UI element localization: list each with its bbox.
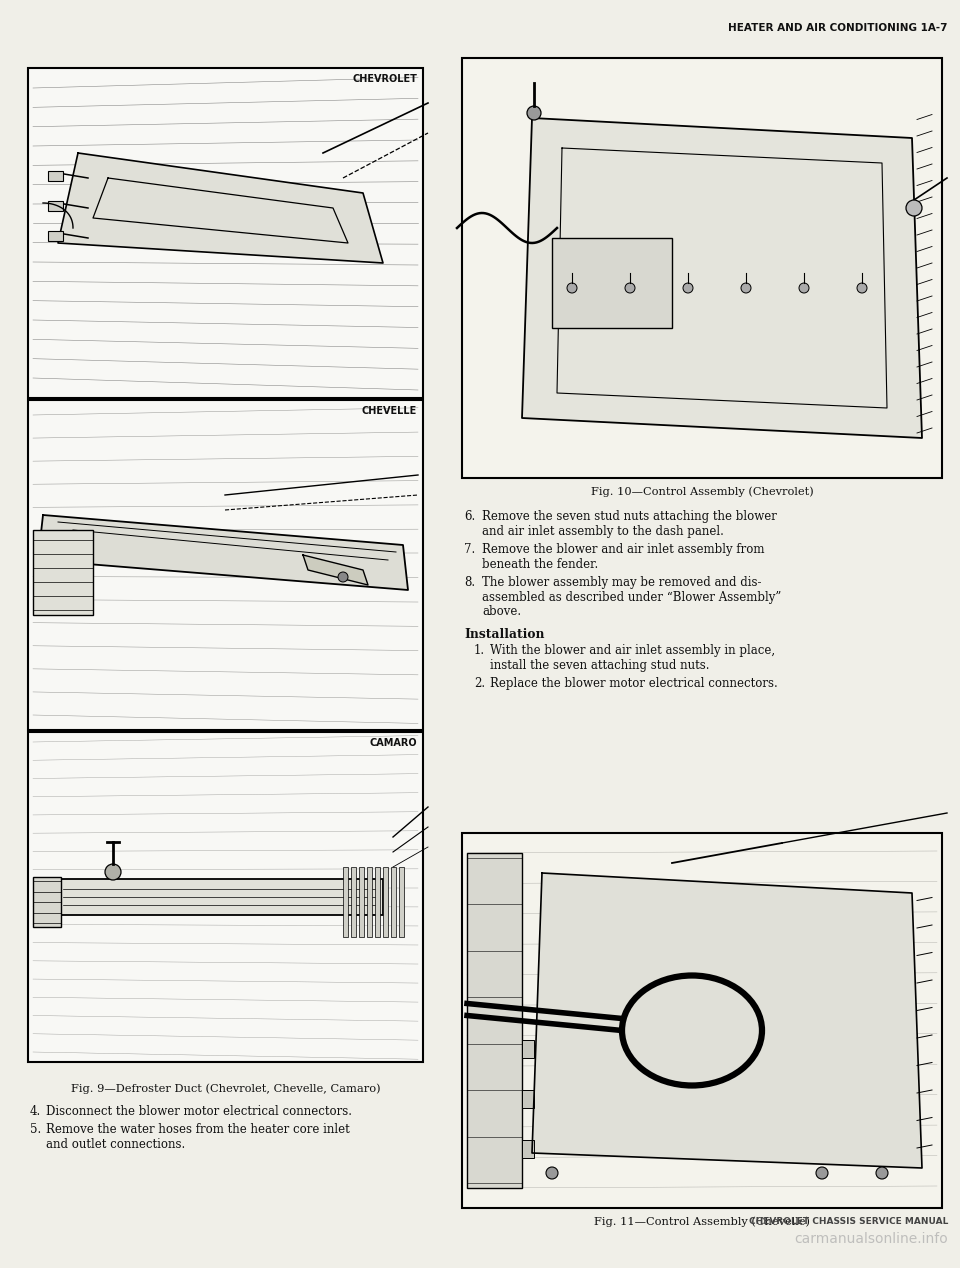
Circle shape [546,1167,558,1179]
Bar [48,171,63,181]
Polygon shape [522,118,922,437]
Bar [462,58,942,478]
FancyBboxPatch shape [58,879,383,915]
Text: 4.: 4. [30,1104,41,1118]
Text: CAMARO: CAMARO [370,738,417,748]
Bar [522,1090,534,1108]
Circle shape [683,283,693,293]
Bar [28,68,423,398]
Text: Fig. 10—Control Assembly (Chevrolet): Fig. 10—Control Assembly (Chevrolet) [590,486,813,497]
Text: Fig. 11—Control Assembly (Chevelle): Fig. 11—Control Assembly (Chevelle) [594,1216,810,1226]
Text: Fig. 9—Defroster Duct (Chevrolet, Chevelle, Camaro): Fig. 9—Defroster Duct (Chevrolet, Chevel… [71,1083,380,1093]
Text: With the blower and air inlet assembly in place,: With the blower and air inlet assembly i… [490,644,775,657]
Bar [28,399,423,730]
Text: above.: above. [482,605,521,618]
Text: Remove the seven stud nuts attaching the blower: Remove the seven stud nuts attaching the… [482,510,777,522]
Bar [462,833,942,1208]
Circle shape [625,283,635,293]
Text: 8.: 8. [464,576,475,590]
Circle shape [527,107,541,120]
Bar [522,1140,534,1158]
Circle shape [906,200,922,216]
Bar [343,867,348,937]
Text: CHEVROLET: CHEVROLET [352,74,417,84]
Polygon shape [58,153,383,262]
Text: The blower assembly may be removed and dis-: The blower assembly may be removed and d… [482,576,761,590]
Text: beneath the fender.: beneath the fender. [482,558,598,571]
Circle shape [105,864,121,880]
Bar [33,530,93,615]
Text: Remove the blower and air inlet assembly from: Remove the blower and air inlet assembly… [482,543,764,555]
Text: carmanualsonline.info: carmanualsonline.info [794,1232,948,1246]
Text: 2.: 2. [474,677,485,690]
Circle shape [816,1167,828,1179]
Circle shape [338,572,348,582]
Bar [391,867,396,937]
Text: and air inlet assembly to the dash panel.: and air inlet assembly to the dash panel… [482,525,724,538]
Text: assembled as described under “Blower Assembly”: assembled as described under “Blower Ass… [482,591,781,604]
Bar [367,867,372,937]
Text: HEATER AND AIR CONDITIONING 1A-7: HEATER AND AIR CONDITIONING 1A-7 [729,23,948,33]
Text: 7.: 7. [464,543,475,555]
Circle shape [876,1167,888,1179]
Bar [383,867,388,937]
Bar [399,867,404,937]
Text: Installation: Installation [464,628,544,640]
Bar [48,202,63,210]
FancyBboxPatch shape [33,877,61,927]
Bar [28,732,423,1063]
Text: 6.: 6. [464,510,475,522]
Bar [522,1040,534,1058]
Text: 1.: 1. [474,644,485,657]
Text: Replace the blower motor electrical connectors.: Replace the blower motor electrical conn… [490,677,778,690]
Text: CHEVROLET CHASSIS SERVICE MANUAL: CHEVROLET CHASSIS SERVICE MANUAL [749,1217,948,1226]
Text: Disconnect the blower motor electrical connectors.: Disconnect the blower motor electrical c… [46,1104,352,1118]
Bar [375,867,380,937]
Bar [467,853,522,1188]
Circle shape [857,283,867,293]
Polygon shape [303,555,368,585]
Circle shape [567,283,577,293]
Polygon shape [38,515,408,590]
Bar [351,867,356,937]
Circle shape [741,283,751,293]
Polygon shape [532,872,922,1168]
Circle shape [799,283,809,293]
Text: 5.: 5. [30,1123,41,1136]
Text: CHEVELLE: CHEVELLE [362,406,417,416]
Text: install the seven attaching stud nuts.: install the seven attaching stud nuts. [490,658,709,672]
Text: Remove the water hoses from the heater core inlet
and outlet connections.: Remove the water hoses from the heater c… [46,1123,349,1151]
Bar [359,867,364,937]
Bar [48,231,63,241]
Bar [552,238,672,328]
